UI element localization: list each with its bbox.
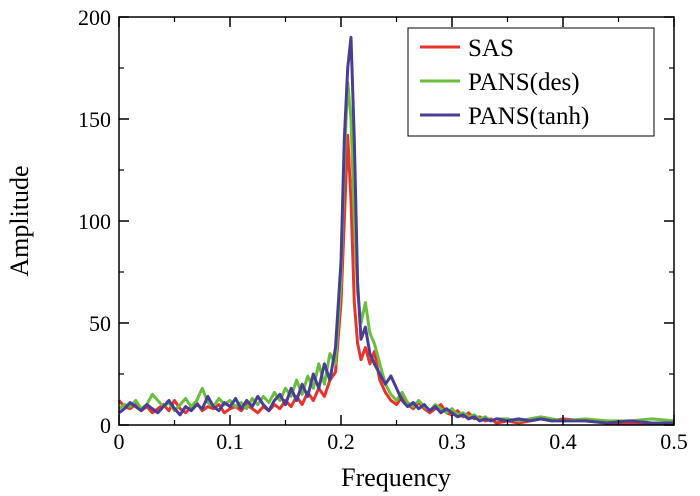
- x-tick-label: 0.4: [549, 429, 577, 454]
- x-tick-label: 0.3: [438, 429, 466, 454]
- series-layer: [117, 35, 675, 425]
- legend-label-pans-des: PANS(des): [468, 69, 580, 96]
- x-tick-label: 0.5: [660, 429, 688, 454]
- tick-labels-layer: 0 0.1 0.2 0.3 0.4 0.5 0 50 100 150 200: [78, 5, 688, 454]
- legend: SAS PANS(des) PANS(tanh): [407, 27, 655, 137]
- legend-label-sas: SAS: [468, 35, 514, 62]
- series-line-pans-tanh: [118, 35, 674, 425]
- y-tick-label: 50: [89, 311, 111, 336]
- x-axis-title: Frequency: [341, 463, 451, 492]
- x-tick-label: 0: [114, 429, 125, 454]
- y-tick-label: 200: [78, 5, 111, 30]
- y-axis-title: Amplitude: [5, 165, 34, 276]
- y-tick-label: 0: [100, 413, 111, 438]
- legend-label-pans-tanh: PANS(tanh): [468, 103, 589, 130]
- y-tick-label: 150: [78, 107, 111, 132]
- y-tick-label: 100: [78, 209, 111, 234]
- plot-frame: [118, 16, 675, 426]
- x-tick-label: 0.2: [327, 429, 355, 454]
- x-tick-label: 0.1: [216, 429, 244, 454]
